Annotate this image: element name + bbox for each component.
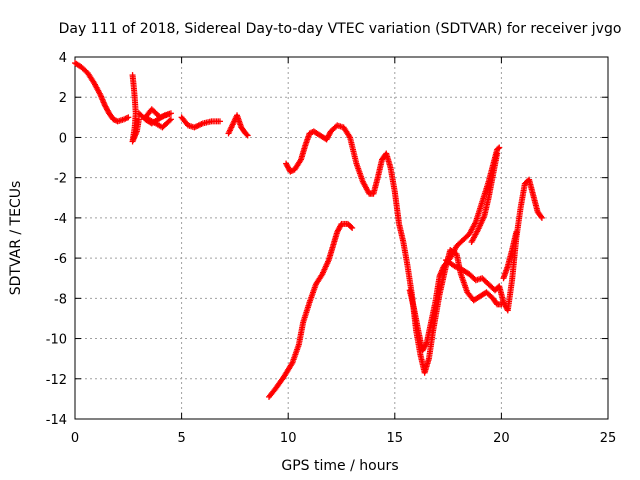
- x-axis-label: GPS time / hours: [281, 458, 398, 474]
- data-point: [216, 118, 223, 125]
- x-tick-label: 5: [177, 431, 185, 446]
- y-tick-label: -14: [46, 413, 67, 428]
- data-point: [538, 213, 545, 220]
- chart-title: Day 111 of 2018, Sidereal Day-to-day VTE…: [59, 21, 622, 37]
- y-tick-label: 4: [59, 51, 67, 66]
- data-point: [538, 214, 545, 221]
- data-point: [125, 114, 132, 121]
- y-tick-label: -6: [54, 252, 67, 267]
- data-point: [244, 132, 251, 139]
- x-tick-label: 10: [280, 431, 297, 446]
- data-point: [496, 144, 503, 151]
- data-point: [349, 224, 356, 231]
- x-tick-label: 15: [387, 431, 404, 446]
- x-tick-label: 20: [493, 431, 510, 446]
- data-point: [348, 223, 355, 230]
- y-tick-label: -8: [54, 292, 67, 307]
- data-point: [513, 228, 520, 235]
- data-point: [135, 116, 142, 123]
- y-tick-label: 0: [59, 131, 67, 146]
- data-point: [167, 116, 174, 123]
- grid-lines: [75, 57, 608, 419]
- x-tick-label: 25: [600, 431, 617, 446]
- data-points: [72, 60, 545, 400]
- plot-frame: [74, 56, 609, 420]
- y-axis-label: SDTVAR / TECUs: [8, 181, 24, 296]
- y-tick-label: -2: [54, 172, 67, 187]
- data-point: [166, 117, 173, 124]
- y-tick-label: 2: [59, 91, 67, 106]
- data-point: [495, 145, 502, 152]
- y-tick-label: -12: [46, 373, 67, 388]
- y-tick-label: -4: [54, 212, 67, 227]
- x-tick-label: 0: [71, 431, 79, 446]
- data-point: [494, 150, 501, 157]
- y-tick-label: -10: [46, 333, 67, 348]
- data-point: [243, 131, 250, 138]
- data-point: [423, 340, 430, 347]
